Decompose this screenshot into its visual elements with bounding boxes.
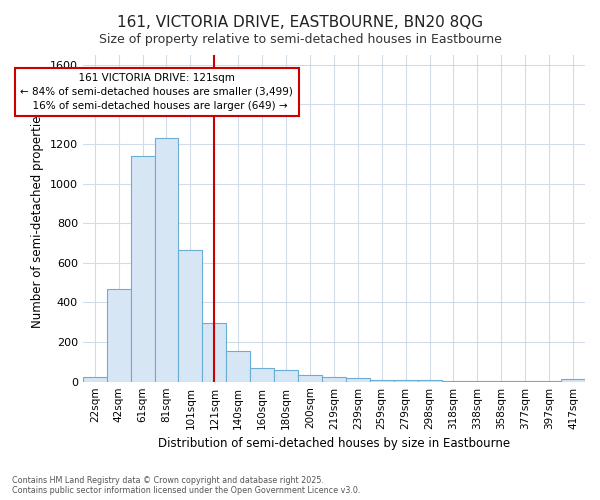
Bar [107,288,131,382]
Bar [370,380,394,382]
Bar [226,351,250,382]
Bar [131,156,155,382]
Text: 161 VICTORIA DRIVE: 121sqm  
← 84% of semi-detached houses are smaller (3,499)
 : 161 VICTORIA DRIVE: 121sqm ← 84% of semi… [20,73,293,111]
Bar [298,375,322,382]
Bar [178,250,202,382]
Text: 161, VICTORIA DRIVE, EASTBOURNE, BN20 8QG: 161, VICTORIA DRIVE, EASTBOURNE, BN20 8Q… [117,15,483,30]
X-axis label: Distribution of semi-detached houses by size in Eastbourne: Distribution of semi-detached houses by … [158,437,510,450]
Bar [346,378,370,382]
Y-axis label: Number of semi-detached properties: Number of semi-detached properties [31,109,44,328]
Bar [202,324,226,382]
Bar [418,380,442,382]
Bar [250,368,274,382]
Bar [513,381,537,382]
Bar [322,376,346,382]
Bar [274,370,298,382]
Bar [490,381,513,382]
Bar [155,138,178,382]
Bar [561,378,585,382]
Bar [83,376,107,382]
Bar [442,380,466,382]
Text: Contains HM Land Registry data © Crown copyright and database right 2025.
Contai: Contains HM Land Registry data © Crown c… [12,476,361,495]
Bar [466,381,490,382]
Bar [394,380,418,382]
Text: Size of property relative to semi-detached houses in Eastbourne: Size of property relative to semi-detach… [98,32,502,46]
